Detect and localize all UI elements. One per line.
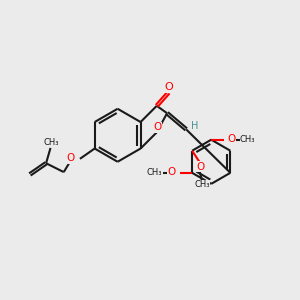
- Text: O: O: [168, 167, 176, 177]
- Text: O: O: [164, 82, 173, 92]
- Text: CH₃: CH₃: [194, 180, 210, 189]
- Text: CH₃: CH₃: [43, 137, 59, 146]
- Text: O: O: [66, 153, 75, 163]
- Text: O: O: [153, 122, 161, 132]
- Text: CH₃: CH₃: [240, 135, 256, 144]
- Text: O: O: [227, 134, 236, 144]
- Text: O: O: [196, 162, 204, 172]
- Text: H: H: [191, 121, 198, 131]
- Text: CH₃: CH₃: [147, 168, 163, 177]
